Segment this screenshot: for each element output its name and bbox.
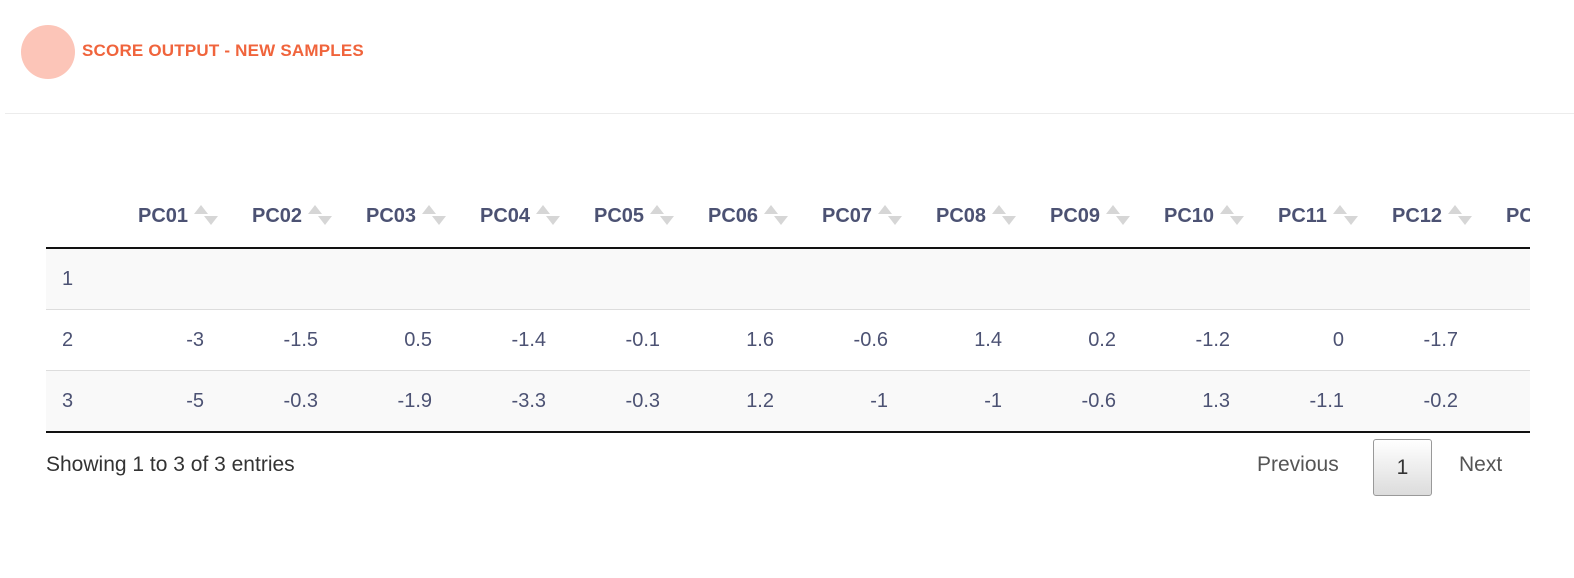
- score-cell: -1: [804, 370, 918, 433]
- score-cell: -0.6: [1032, 370, 1146, 433]
- score-cell: [120, 247, 234, 310]
- table-wrapper: PC01 PC02 PC03 PC04 PC05 PC06 PC07 PC08 PC09 PC10…: [46, 185, 1530, 433]
- score-cell: 1.3: [1146, 370, 1260, 433]
- column-header[interactable]: PC12: [1374, 185, 1488, 249]
- score-cell: [1032, 247, 1146, 310]
- score-cell: -1.9: [348, 370, 462, 433]
- score-cell: -1: [918, 370, 1032, 433]
- score-cell: -1.2: [1146, 309, 1260, 371]
- score-cell: [1488, 309, 1530, 371]
- index-header: [46, 185, 120, 249]
- page-button[interactable]: 1: [1373, 439, 1432, 496]
- row-index: 2: [46, 309, 120, 371]
- score-cell: 0.5: [348, 309, 462, 371]
- score-cell: [804, 247, 918, 310]
- score-table: PC01 PC02 PC03 PC04 PC05 PC06 PC07 PC08 PC09 PC10…: [46, 185, 1530, 433]
- score-cell: -1.7: [1374, 309, 1488, 371]
- column-header[interactable]: PC04: [462, 185, 576, 249]
- card-title: SCORE OUTPUT - NEW SAMPLES: [82, 41, 364, 60]
- score-cell: [1374, 247, 1488, 310]
- column-header[interactable]: PC01: [120, 185, 234, 249]
- score-cell: -1.5: [234, 309, 348, 371]
- score-cell: -0.1: [576, 309, 690, 371]
- header-icon: [21, 25, 75, 79]
- score-cell: -0.6: [804, 309, 918, 371]
- score-cell: -5: [120, 370, 234, 433]
- column-header[interactable]: PC03: [348, 185, 462, 249]
- score-cell: [1488, 370, 1530, 433]
- column-header[interactable]: PC05: [576, 185, 690, 249]
- table-row: 3 -5 -0.3 -1.9 -3.3 -0.3 1.2 -1 -1 -0.6 1.3 -1.1 -0.…: [46, 370, 1530, 433]
- score-cell: 1.4: [918, 309, 1032, 371]
- score-cell: -0.2: [1374, 370, 1488, 433]
- score-cell: [690, 247, 804, 310]
- score-cell: [1488, 247, 1530, 310]
- score-cell: [234, 247, 348, 310]
- score-cell: [1146, 247, 1260, 310]
- column-header[interactable]: PC02: [234, 185, 348, 249]
- previous-button[interactable]: Previous: [1257, 453, 1339, 476]
- column-header[interactable]: PC10: [1146, 185, 1260, 249]
- score-cell: -0.3: [576, 370, 690, 433]
- score-cell: -1.1: [1260, 370, 1374, 433]
- score-cell: 1.2: [690, 370, 804, 433]
- column-header[interactable]: PC: [1488, 185, 1530, 249]
- row-index: 1: [46, 247, 120, 310]
- score-cell: [348, 247, 462, 310]
- column-header[interactable]: PC08: [918, 185, 1032, 249]
- score-cell: 1.6: [690, 309, 804, 371]
- score-cell: 0.2: [1032, 309, 1146, 371]
- card-header: SCORE OUTPUT - NEW SAMPLES: [5, 0, 1574, 114]
- score-cell: -1.4: [462, 309, 576, 371]
- score-cell: [918, 247, 1032, 310]
- column-header[interactable]: PC11: [1260, 185, 1374, 249]
- next-button[interactable]: Next: [1459, 453, 1503, 476]
- table-info: Showing 1 to 3 of 3 entries: [46, 453, 295, 476]
- column-header[interactable]: PC06: [690, 185, 804, 249]
- column-header[interactable]: PC09: [1032, 185, 1146, 249]
- row-index: 3: [46, 370, 120, 433]
- score-cell: [462, 247, 576, 310]
- column-header[interactable]: PC07: [804, 185, 918, 249]
- score-cell: [1260, 247, 1374, 310]
- score-cell: -3: [120, 309, 234, 371]
- table-row: 2 -3 -1.5 0.5 -1.4 -0.1 1.6 -0.6 1.4 0.2 -1.2 0 -1.7: [46, 309, 1530, 371]
- score-cell: 0: [1260, 309, 1374, 371]
- table-row: 1: [46, 247, 1530, 310]
- score-cell: -3.3: [462, 370, 576, 433]
- score-cell: -0.3: [234, 370, 348, 433]
- header-row: PC01 PC02 PC03 PC04 PC05 PC06 PC07 PC08 PC09 PC10…: [46, 185, 1530, 249]
- score-cell: [576, 247, 690, 310]
